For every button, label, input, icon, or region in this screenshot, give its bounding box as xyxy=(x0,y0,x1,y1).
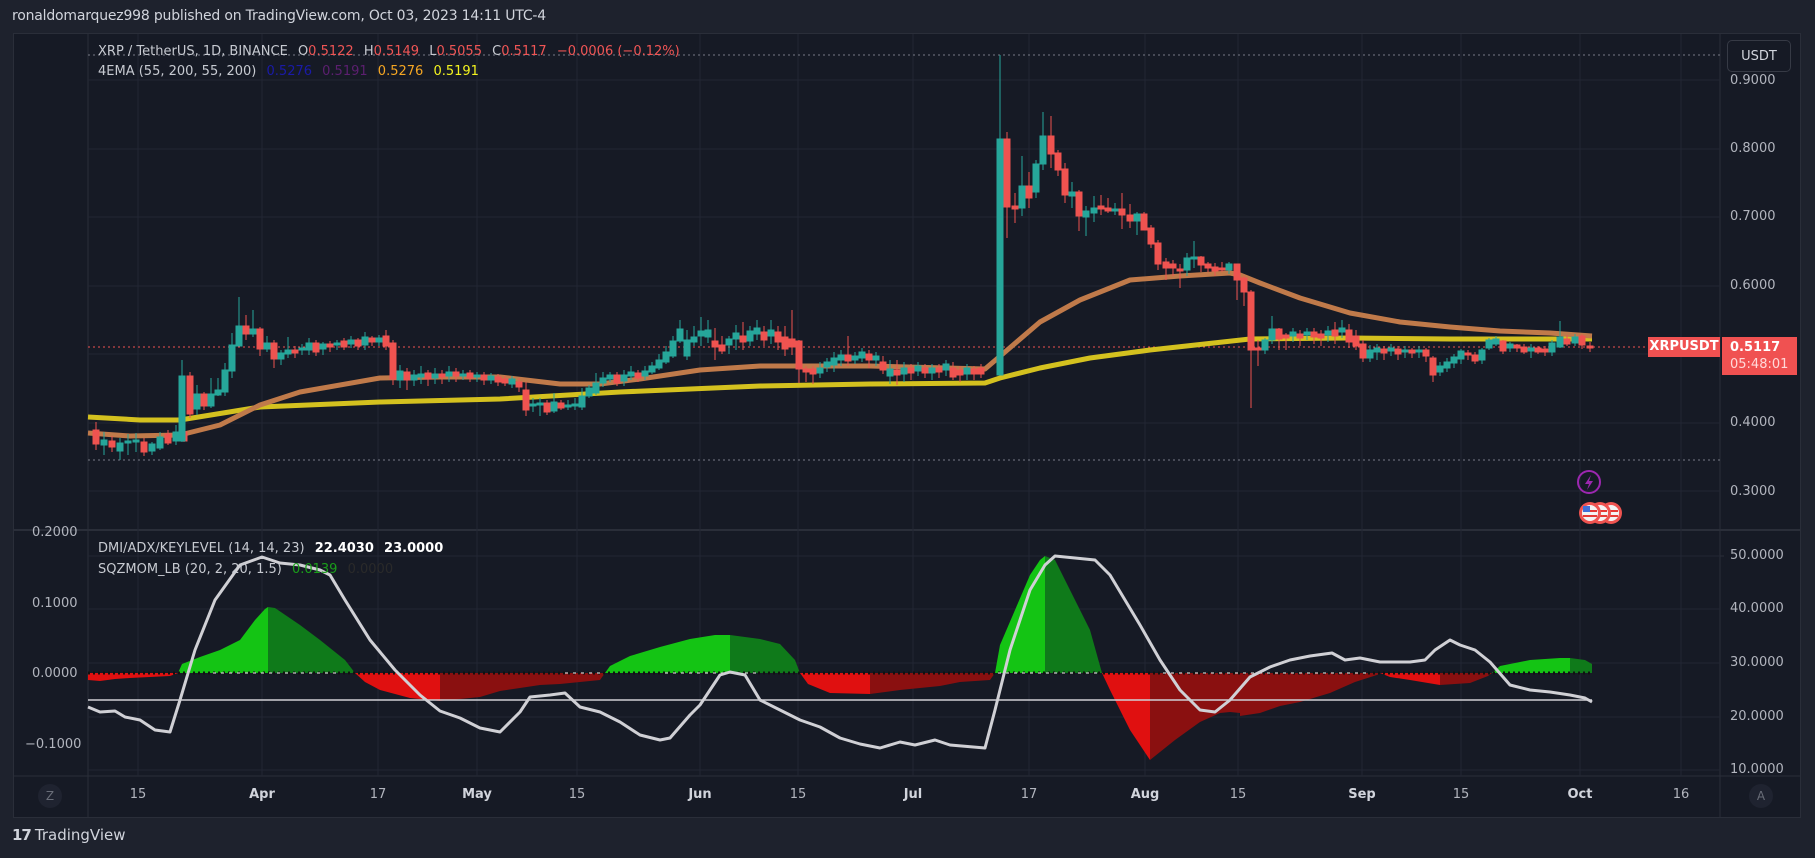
time-tick: Jul xyxy=(903,787,923,802)
sqz-legend[interactable]: SQZMOM_LB (20, 2, 20, 1.5) 0.0139 0.0000 xyxy=(98,562,399,577)
squeeze-value: 0.0000 xyxy=(347,562,394,577)
price-tick: 0.4000 xyxy=(1730,415,1776,430)
time-tick: Apr xyxy=(249,787,275,802)
zoom-reset-button[interactable]: Z xyxy=(38,784,62,808)
open-value: O0.5122 xyxy=(297,44,354,59)
lightning-event-icon xyxy=(1577,470,1601,494)
time-tick: Sep xyxy=(1348,787,1376,802)
dmi-legend[interactable]: DMI/ADX/KEYLEVEL (14, 14, 23) 22.4030 23… xyxy=(98,541,449,556)
time-tick: Jun xyxy=(688,787,712,802)
time-tick: 15 xyxy=(568,787,586,802)
symbol-price-tag: XRPUSDT xyxy=(1648,337,1720,357)
squeeze-momentum-area xyxy=(88,556,1592,760)
currency-button[interactable]: USDT xyxy=(1727,40,1791,72)
main-legend[interactable]: XRP / TetherUS, 1D, BINANCE O0.5122 H0.5… xyxy=(98,44,686,59)
time-tick: 15 xyxy=(129,787,147,802)
adx-line xyxy=(87,554,1593,750)
time-tick: 17 xyxy=(1020,787,1038,802)
ema-label: 4EMA (55, 200, 55, 200) xyxy=(98,64,257,79)
time-tick: 15 xyxy=(789,787,807,802)
ema-value-1: 0.5276 xyxy=(266,64,313,79)
dmi-tick: 10.0000 xyxy=(1730,762,1784,777)
close-value: C0.5117 xyxy=(492,44,547,59)
dmi-tick: 30.0000 xyxy=(1730,655,1784,670)
time-tick: 16 xyxy=(1672,787,1690,802)
symbol-label: XRP / TetherUS, 1D, BINANCE xyxy=(98,44,288,59)
publish-info: ronaldomarquez998 published on TradingVi… xyxy=(12,8,546,24)
candles xyxy=(92,55,1594,460)
ema-value-2: 0.5191 xyxy=(322,64,368,79)
price-tick: 0.3000 xyxy=(1730,484,1776,499)
last-price-tag: 0.5117 05:48:01 xyxy=(1722,337,1797,375)
time-tick: 15 xyxy=(1229,787,1247,802)
time-tick: Aug xyxy=(1130,787,1160,802)
tradingview-logo-icon: 17 xyxy=(12,826,32,844)
bar-countdown: 05:48:01 xyxy=(1730,357,1789,372)
grid-lines xyxy=(88,34,1720,776)
adx-value: 22.4030 xyxy=(314,541,374,556)
dmi-tick: 20.0000 xyxy=(1730,709,1784,724)
price-tick: 0.9000 xyxy=(1730,73,1776,88)
dmi-tick: 50.0000 xyxy=(1730,548,1784,563)
auto-scale-button[interactable]: A xyxy=(1749,784,1773,808)
price-tick: 0.7000 xyxy=(1730,209,1776,224)
sqz-tick: −0.1000 xyxy=(25,737,82,752)
sqz-label: SQZMOM_LB (20, 2, 20, 1.5) xyxy=(98,562,282,577)
change-value: −0.0006 (−0.12%) xyxy=(556,44,680,59)
price-tick: 0.8000 xyxy=(1730,141,1776,156)
time-tick: 15 xyxy=(1452,787,1470,802)
sqz-tick: 0.1000 xyxy=(32,596,78,611)
price-tick: 0.6000 xyxy=(1730,278,1776,293)
ema-value-3: 0.5276 xyxy=(377,64,424,79)
tradingview-logo-text: TradingView xyxy=(34,826,126,844)
sqz-tick: 0.2000 xyxy=(32,525,78,540)
sqz-tick: 0.0000 xyxy=(32,666,78,681)
last-price-value: 0.5117 xyxy=(1730,340,1781,355)
high-value: H0.5149 xyxy=(363,44,420,59)
dmi-tick: 40.0000 xyxy=(1730,601,1784,616)
ema-legend[interactable]: 4EMA (55, 200, 55, 200) 0.5276 0.5191 0.… xyxy=(98,64,485,79)
dmi-label: DMI/ADX/KEYLEVEL (14, 14, 23) xyxy=(98,541,305,556)
time-tick: Oct xyxy=(1567,787,1593,802)
ema-value-4: 0.5191 xyxy=(433,64,479,79)
tradingview-logo[interactable]: 17 TradingView xyxy=(12,826,126,844)
keylevel-value: 23.0000 xyxy=(384,541,444,556)
events[interactable] xyxy=(1577,470,1622,524)
time-tick: May xyxy=(462,787,492,802)
momentum-value: 0.0139 xyxy=(291,562,338,577)
low-value: L0.5055 xyxy=(429,44,482,59)
time-tick: 17 xyxy=(369,787,387,802)
